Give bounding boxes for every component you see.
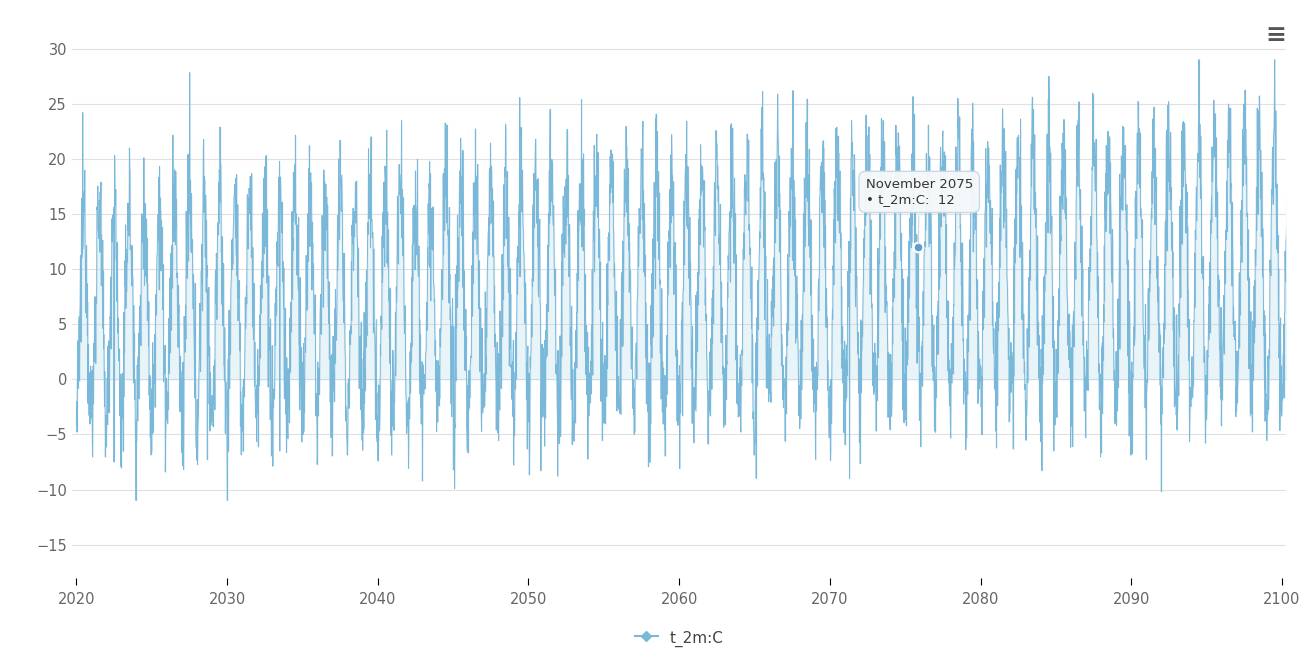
Text: November 2075
• t_2m:C:  12: November 2075 • t_2m:C: 12 [866, 178, 973, 244]
Text: ≡: ≡ [1266, 23, 1286, 47]
Legend: t_2m:C: t_2m:C [628, 624, 730, 653]
Point [908, 242, 929, 252]
